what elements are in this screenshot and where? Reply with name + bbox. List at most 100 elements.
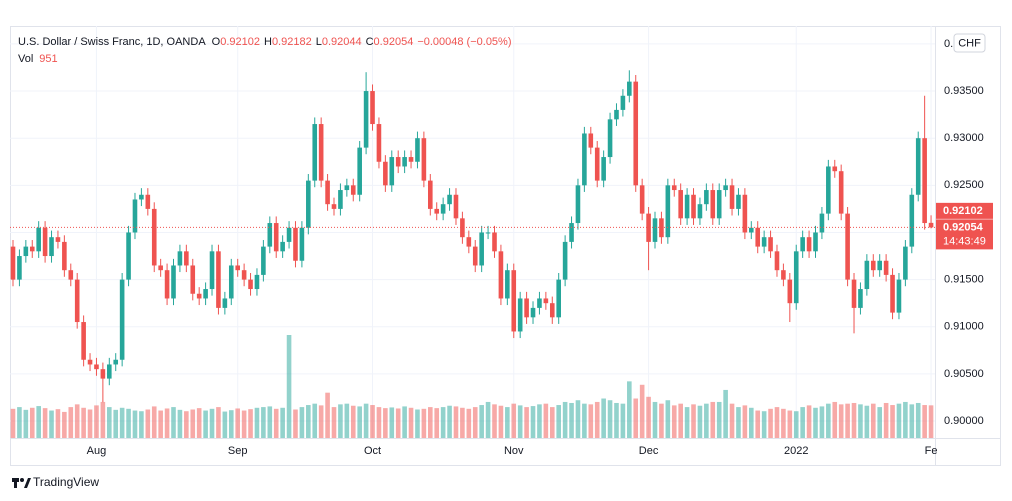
candle-body [440, 204, 446, 214]
candle-body [582, 133, 587, 186]
volume-bar [556, 405, 561, 438]
candle-body [781, 270, 786, 280]
brand-name[interactable]: TradingView [33, 475, 99, 489]
candle-body [248, 279, 253, 290]
candle-body [408, 157, 414, 162]
volume-bar [350, 405, 356, 438]
candle-body [338, 190, 343, 209]
volume-bar [460, 407, 465, 438]
volume-bar [639, 384, 645, 438]
candle-body [94, 364, 99, 370]
volume-bar [749, 407, 754, 438]
candle-body [254, 274, 260, 290]
y-tick-label: 0.90500 [944, 368, 984, 380]
volume-bar [126, 408, 131, 438]
candle-body [800, 237, 805, 252]
legend-line: U.S. Dollar / Swiss Franc, 1D, OANDA O0.9… [18, 36, 512, 48]
volume-bar [151, 406, 157, 438]
volume-bar [607, 400, 613, 438]
candle-body [614, 109, 619, 120]
volume-bar [896, 403, 902, 438]
candle-body [498, 251, 504, 299]
volume-bar [870, 403, 876, 438]
candle-body [466, 237, 472, 247]
candle-body [325, 180, 330, 205]
volume-bar [485, 401, 491, 438]
candle-body [389, 157, 395, 186]
volume-bar [858, 404, 863, 438]
candle-body [607, 119, 613, 158]
candle-body [928, 222, 934, 228]
volume-bar [248, 409, 253, 438]
candle-body [485, 232, 491, 234]
volume-bar [254, 407, 260, 438]
close-value: 0.92054 [374, 36, 414, 48]
volume-bar [498, 405, 504, 438]
candle-body [594, 147, 600, 181]
volume-bar [665, 400, 671, 438]
candle-body [633, 81, 639, 186]
volume-bar [691, 404, 696, 438]
candle-body [845, 213, 850, 280]
volume-bar [453, 406, 459, 438]
candle-body [543, 298, 549, 304]
candle-body [569, 223, 574, 242]
volume-bar [447, 405, 452, 438]
volume-bar [505, 407, 510, 438]
candle-body [107, 364, 112, 379]
volume-bar [543, 403, 549, 438]
candle-body [903, 246, 908, 280]
volume-bar [363, 403, 369, 438]
candle-body [370, 91, 375, 125]
candle-body [877, 260, 882, 271]
volume-bar [601, 398, 606, 438]
candle-body [793, 251, 799, 304]
volume-bar [331, 407, 337, 438]
candle-body [704, 190, 709, 205]
volume-bar [383, 408, 388, 438]
volume-bar [928, 405, 934, 438]
currency-label[interactable]: CHF [958, 37, 981, 49]
volume-bar [569, 402, 574, 438]
volume-bar [710, 401, 716, 438]
volume-bar [909, 404, 915, 438]
volume-bar [344, 403, 350, 438]
volume-bar [36, 406, 41, 438]
candle-body [158, 265, 163, 271]
candle-body [235, 265, 240, 271]
volume-bar [415, 409, 420, 438]
candle-body [350, 185, 356, 195]
candle-body [171, 265, 176, 299]
candle-body [74, 279, 80, 323]
volume-bar [774, 407, 780, 438]
candle-body [909, 194, 915, 247]
volume-bar [318, 405, 324, 438]
countdown: 14:43:49 [943, 235, 986, 247]
volume-bar [261, 407, 266, 438]
volume-bar [203, 410, 208, 438]
volume-bar [806, 405, 812, 438]
candle-body [286, 227, 292, 242]
volume-bar [94, 405, 99, 438]
change-value: −0.00048 (−0.05%) [417, 36, 511, 48]
candle-body [151, 208, 157, 266]
candle-body [139, 194, 144, 200]
volume-bar [768, 408, 773, 438]
candle-body [537, 298, 542, 308]
candle-body [530, 307, 536, 318]
candle-body [363, 91, 369, 148]
candle-body [209, 251, 215, 290]
candle-body [132, 199, 138, 233]
volume-bar [684, 407, 690, 438]
volume-bar [267, 406, 273, 438]
currency-badge[interactable] [953, 33, 986, 53]
volume-bar [723, 389, 728, 438]
candle-body [870, 260, 876, 271]
volume-value: 951 [39, 53, 57, 65]
candle-body [293, 227, 298, 261]
candle-body [453, 194, 459, 219]
volume-bar [440, 407, 446, 438]
candle-body [126, 232, 131, 280]
